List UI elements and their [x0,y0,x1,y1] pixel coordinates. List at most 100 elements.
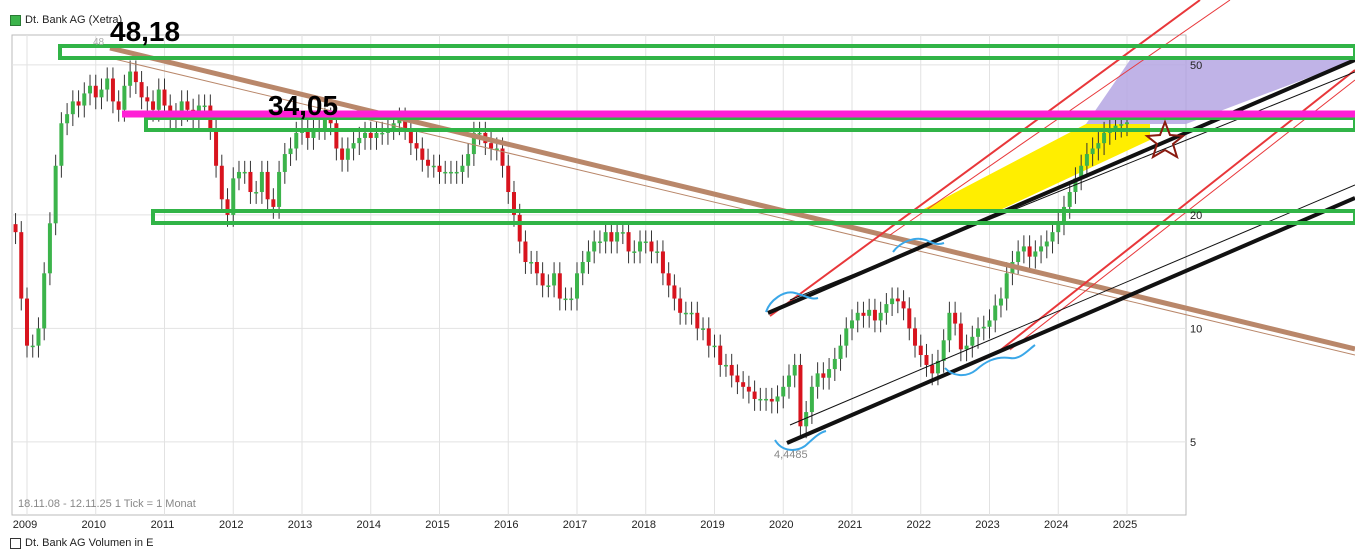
candle-up [575,273,579,299]
candle-up [202,105,207,108]
candle-up [259,171,264,193]
candle-up [1084,154,1089,166]
candle-up [712,345,717,348]
candle-down [511,192,516,215]
black-channel-lower [786,196,1355,445]
candle-down [426,159,431,166]
loop-marker-2020-low [774,430,827,451]
candle-up [294,132,299,149]
candle-down [265,171,270,200]
candle-up [288,148,293,155]
high-small-label: 48 [93,37,105,48]
downtrend-line [109,45,1355,352]
candle-down [414,143,419,149]
candle-up [494,148,499,151]
candle-down [953,312,958,324]
candle-down [913,328,918,346]
candle-up [36,328,41,346]
candle-up [580,262,585,274]
candle-up [231,178,236,215]
candle-up [867,309,872,316]
candle-down [13,224,18,233]
candle-up [758,398,763,401]
candle-up [1067,192,1072,207]
candle-up [546,285,551,287]
candle-down [420,148,425,160]
candle-down [368,132,373,138]
candle-up [1050,232,1055,242]
candle-up [448,171,453,174]
candle-up [236,171,241,179]
candle-up [552,273,557,286]
candle-down [145,97,150,102]
candle-down [116,101,121,110]
candle-up [88,85,93,94]
candle-up [947,312,952,341]
candle-up [351,143,356,149]
resistance-zone-48 [58,44,1355,60]
candle-up [42,273,47,329]
candle-down [500,148,505,166]
candle-up [466,154,471,166]
candle-up [47,223,52,274]
candle-down [133,71,138,83]
candle-up [1079,165,1084,179]
candle-down [151,101,156,110]
candle-up [357,137,362,144]
candle-up [655,251,660,253]
candle-down [930,364,935,374]
candle-up [827,369,832,378]
candle-down [746,386,751,392]
candle-up [970,336,975,346]
candle-down [872,309,877,321]
candle-up [1004,273,1009,299]
low-price-label: 4,4485 [774,449,808,461]
candle-down [403,118,408,129]
candle-up [941,340,946,361]
volume-legend: Dt. Bank AG Volumen in E [10,537,153,549]
lavender-target-zone [1086,60,1355,124]
candle-down [139,82,144,98]
x-tick-label: 2025 [1113,519,1137,531]
candle-down [735,375,740,383]
candle-down [769,398,774,402]
candle-down [219,165,224,200]
candle-down [25,298,29,346]
candle-down [248,171,253,193]
candle-down [918,345,923,356]
chart-axes: 2009 2010 2011 2012 2013 2014 2015 2016 2017 2018… [13,60,1202,531]
candle-down [408,128,413,144]
candle-up [128,71,133,86]
candle-down [666,273,671,286]
candle-down [523,241,528,263]
candle-up [82,93,87,106]
candle-down [328,118,333,124]
x-tick-label: 2016 [494,519,518,531]
red-channel-lower-thin [1009,79,1355,351]
candle-down [517,214,522,242]
candle-down [540,273,545,286]
candle-up [30,345,35,348]
candle-down [895,298,900,302]
candle-down [437,165,442,172]
candle-down [861,312,866,316]
candle-down [162,89,167,106]
candle-up [1061,206,1066,224]
candle-up [443,171,448,174]
candle-up [277,171,282,207]
candlestick-series [13,60,1129,439]
x-tick-label: 2021 [838,519,862,531]
candle-up [786,375,791,387]
x-tick-label: 2013 [288,519,312,531]
candle-up [477,132,482,135]
x-tick-label: 2011 [151,519,175,531]
series-legend-label: Dt. Bank AG (Xetra) [25,14,123,26]
candle-up [1056,223,1061,233]
candle-up [1096,143,1101,149]
candle-up [374,132,379,138]
candle-up [844,328,849,346]
candle-up [242,171,247,174]
y-tick-label: 10 [1190,323,1202,335]
x-tick-label: 2012 [219,519,243,531]
candle-down [672,285,677,299]
